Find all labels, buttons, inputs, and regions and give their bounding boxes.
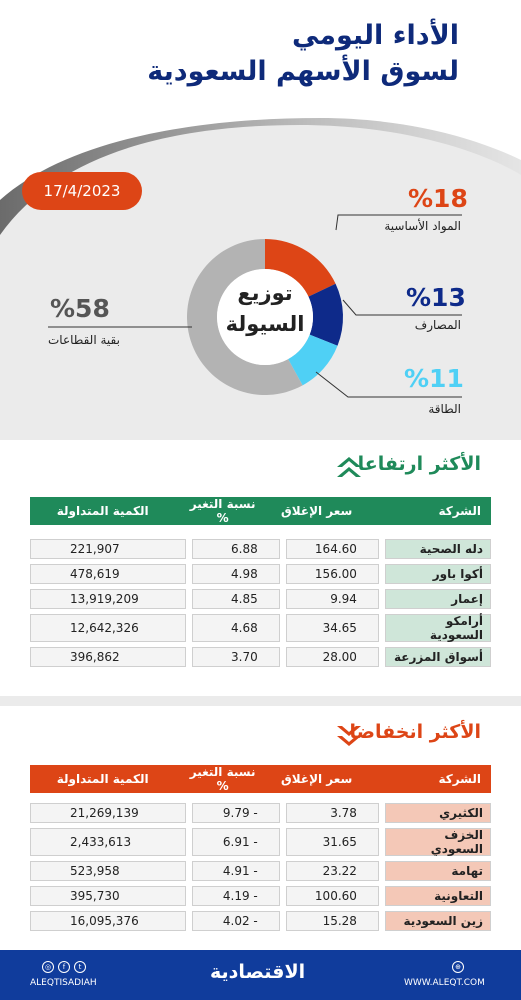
change-percent-cell: 6.88 — [191, 539, 280, 559]
company-cell: الخزف السعودي — [384, 828, 491, 856]
other-sectors-percent: %58 — [50, 294, 110, 323]
liquidity-donut-chart — [186, 239, 343, 395]
losers-table-header: الشركة سعر الإغلاق نسبة التغير % الكمية … — [30, 765, 491, 793]
table-row: إعمار 9.94 4.85 13,919,209 — [30, 589, 491, 609]
globe-icon: ⊕ — [452, 961, 464, 973]
header-company: الشركة — [363, 765, 491, 793]
header-change-percent: نسبة التغير % — [175, 497, 270, 525]
volume-cell: 221,907 — [30, 539, 186, 559]
gainers-table-header: الشركة سعر الإغلاق نسبة التغير % الكمية … — [30, 497, 491, 525]
change-percent-cell: 4.85 — [191, 589, 280, 609]
donut-hole — [217, 269, 313, 365]
header-close-price: سعر الإغلاق — [269, 765, 364, 793]
gainers-table: الشركة سعر الإغلاق نسبة التغير % الكمية … — [30, 492, 491, 541]
header-volume: الكمية المتداولة — [30, 765, 176, 793]
change-percent-cell: 4.02 - — [191, 911, 280, 931]
close-price-cell: 3.78 — [285, 803, 379, 823]
table-row: تهامة 23.22 4.91 -523,958 — [30, 861, 491, 881]
instagram-icon[interactable]: ◎ — [42, 961, 54, 973]
close-price-cell: 156.00 — [285, 564, 379, 584]
footer-bar: ◎ f t ALEQTISADIAH الاقتصادية ⊕ WWW.ALEQ… — [0, 950, 521, 1000]
other-sectors-label: بقية القطاعات — [48, 333, 120, 347]
donut-center-line1: توزيع — [237, 281, 293, 305]
volume-cell: 395,730 — [30, 886, 186, 906]
double-down-arrow-icon — [337, 726, 361, 746]
gainers-table-body: دله الصحية 164.60 6.88 221,907 أكوا باور 156.… — [24, 534, 497, 672]
donut-center-label: توزيع السيولة — [215, 278, 315, 340]
losers-title: الأكثر انخفاضا — [349, 721, 481, 743]
losers-table-body: الكثيري 3.78 9.79 -21,269,139 الخزف السعودي… — [24, 798, 497, 936]
change-percent-cell: 4.98 — [191, 564, 280, 584]
change-percent-cell: 4.91 - — [191, 861, 280, 881]
close-price-cell: 28.00 — [285, 647, 379, 667]
losers-title-text: الأكثر انخفاضا — [349, 721, 481, 743]
table-row: الكثيري 3.78 9.79 -21,269,139 — [30, 803, 491, 823]
facebook-icon[interactable]: f — [58, 961, 70, 973]
page-title-line1: الأداء اليومي — [291, 20, 459, 51]
page-title-line2: لسوق الأسهم السعودية — [147, 56, 459, 87]
header-change-percent: نسبة التغير % — [175, 765, 270, 793]
volume-cell: 21,269,139 — [30, 803, 186, 823]
header-company: الشركة — [363, 497, 491, 525]
change-percent-cell: 9.79 - — [191, 803, 280, 823]
company-cell: أكوا باور — [384, 564, 491, 584]
double-up-arrow-icon — [337, 457, 361, 477]
close-price-cell: 31.65 — [285, 828, 379, 856]
banks-label: المصارف — [414, 318, 461, 332]
volume-cell: 2,433,613 — [30, 828, 186, 856]
close-price-cell: 164.60 — [285, 539, 379, 559]
basic-materials-label: المواد الأساسية — [384, 219, 461, 233]
close-price-cell: 34.65 — [285, 614, 379, 642]
volume-cell: 478,619 — [30, 564, 186, 584]
change-percent-cell: 4.68 — [191, 614, 280, 642]
gainers-title-text: الأكثر ارتفاعا — [357, 453, 481, 475]
change-percent-cell: 4.19 - — [191, 886, 280, 906]
basic-materials-percent: %18 — [408, 184, 468, 213]
donut-slice-2 — [288, 334, 338, 386]
company-cell: إعمار — [384, 589, 491, 609]
volume-cell: 13,919,209 — [30, 589, 186, 609]
date-badge: 17/4/2023 — [22, 172, 142, 210]
table-row: الخزف السعودي 31.65 6.91 -2,433,613 — [30, 828, 491, 856]
table-row: أكوا باور 156.00 4.98 478,619 — [30, 564, 491, 584]
change-percent-cell: 3.70 — [191, 647, 280, 667]
twitter-icon[interactable]: t — [74, 961, 86, 973]
company-cell: أرامكو السعودية — [384, 614, 491, 642]
close-price-cell: 9.94 — [285, 589, 379, 609]
table-row: التعاونية 100.60 4.19 -395,730 — [30, 886, 491, 906]
donut-center-line2: السيولة — [225, 312, 305, 336]
table-row: دله الصحية 164.60 6.88 221,907 — [30, 539, 491, 559]
close-price-cell: 15.28 — [285, 911, 379, 931]
header-close-price: سعر الإغلاق — [269, 497, 364, 525]
social-handle[interactable]: ALEQTISADIAH — [30, 978, 97, 988]
close-price-cell: 100.60 — [285, 886, 379, 906]
donut-callout-lines — [48, 214, 462, 398]
company-cell: التعاونية — [384, 886, 491, 906]
donut-slice-1 — [308, 283, 343, 346]
energy-label: الطاقة — [428, 402, 461, 416]
losers-table: الشركة سعر الإغلاق نسبة التغير % الكمية … — [30, 760, 491, 798]
company-cell: زين السعودية — [384, 911, 491, 931]
company-cell: الكثيري — [384, 803, 491, 823]
website-link[interactable]: WWW.ALEQT.COM — [404, 978, 485, 988]
banks-percent: %13 — [406, 283, 466, 312]
donut-slice-0 — [265, 239, 336, 297]
close-price-cell: 23.22 — [285, 861, 379, 881]
volume-cell: 12,642,326 — [30, 614, 186, 642]
gainers-title: الأكثر ارتفاعا — [358, 453, 481, 475]
table-row: زين السعودية 15.28 4.02 -16,095,376 — [30, 911, 491, 931]
table-row: أرامكو السعودية 34.65 4.68 12,642,326 — [30, 614, 491, 642]
change-percent-cell: 6.91 - — [191, 828, 280, 856]
header-volume: الكمية المتداولة — [30, 497, 176, 525]
company-cell: دله الصحية — [384, 539, 491, 559]
volume-cell: 396,862 — [30, 647, 186, 667]
volume-cell: 523,958 — [30, 861, 186, 881]
company-cell: أسواق المزرعة — [384, 647, 491, 667]
brand-logo: الاقتصادية — [210, 961, 306, 983]
energy-percent: %11 — [404, 364, 464, 393]
company-cell: تهامة — [384, 861, 491, 881]
donut-slice-3 — [186, 239, 303, 395]
table-row: أسواق المزرعة 28.00 3.70 396,862 — [30, 647, 491, 667]
volume-cell: 16,095,376 — [30, 911, 186, 931]
